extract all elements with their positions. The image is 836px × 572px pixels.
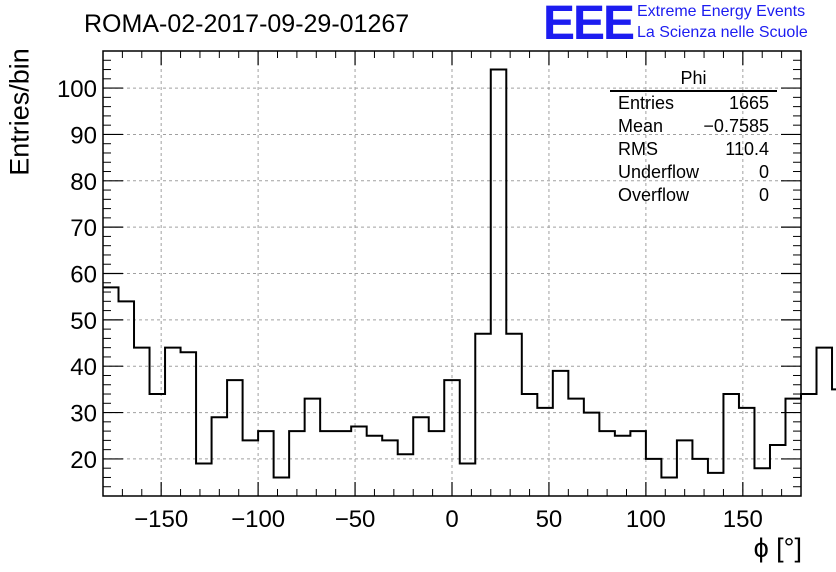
- y-tick-label: 60: [70, 262, 97, 289]
- stats-box-title: Phi: [610, 68, 777, 92]
- histogram-bin: [274, 476, 290, 478]
- histogram-bin: [522, 393, 538, 395]
- histogram-bin: [568, 398, 584, 400]
- histogram-bin: [817, 347, 833, 349]
- histogram-bin: [739, 407, 755, 409]
- histogram-bin: [537, 407, 553, 409]
- y-tick-label: 20: [70, 447, 97, 474]
- histogram-bin: [289, 430, 305, 432]
- stats-row-rms: RMS 110.4: [610, 138, 777, 161]
- histogram-bin: [646, 458, 662, 460]
- histogram-series: [103, 68, 836, 479]
- histogram-bin: [336, 430, 352, 432]
- histogram-bin: [150, 393, 166, 395]
- histogram-bin: [708, 472, 724, 474]
- histogram-bin: [429, 430, 445, 432]
- histogram-bin: [305, 398, 321, 400]
- histogram-bin: [181, 351, 197, 353]
- histogram-bin: [677, 439, 693, 441]
- y-tick-label: 30: [70, 401, 97, 428]
- histogram-bin: [491, 69, 507, 71]
- histogram-bin: [770, 444, 786, 446]
- x-tick-label: 0: [445, 506, 458, 533]
- x-tick-label: 50: [536, 506, 563, 533]
- histogram-bin: [692, 458, 708, 460]
- histogram-bin: [754, 467, 770, 469]
- histogram-bin: [801, 393, 817, 395]
- stats-box: Phi Entries 1665 Mean −0.7585 RMS 110.4 …: [610, 68, 777, 207]
- histogram-bin: [615, 435, 631, 437]
- histogram-bin: [506, 333, 522, 335]
- y-axis-label: Entries/bin: [4, 48, 35, 176]
- stats-row-mean: Mean −0.7585: [610, 115, 777, 138]
- histogram-bin: [553, 370, 569, 372]
- histogram-bin: [599, 430, 615, 432]
- x-axis-label: ϕ [°]: [753, 533, 802, 563]
- histogram-bin: [243, 439, 259, 441]
- histogram-bin: [444, 379, 460, 381]
- eee-logo-mark: EEE: [543, 0, 635, 50]
- stats-value: −0.7585: [703, 116, 769, 136]
- histogram-bin: [832, 388, 836, 390]
- histogram-bin: [212, 416, 228, 418]
- histogram-bin: [723, 393, 739, 395]
- histogram-bin: [165, 347, 181, 349]
- stats-label: Entries: [618, 93, 675, 113]
- chart-title: ROMA-02-2017-09-29-01267: [84, 10, 410, 38]
- histogram-bin: [134, 347, 150, 349]
- histogram-bin: [661, 476, 677, 478]
- y-tick-label: 40: [70, 354, 97, 381]
- logo-line-2: La Scienza nelle Scuole: [637, 24, 808, 41]
- histogram-bin: [630, 430, 646, 432]
- stats-row-entries: Entries 1665: [610, 92, 777, 115]
- stats-label: Underflow: [618, 162, 700, 182]
- y-tick-label: 80: [70, 169, 97, 196]
- histogram-bin: [367, 435, 383, 437]
- x-tick-label: −100: [231, 506, 285, 533]
- stats-value: 0: [758, 185, 769, 205]
- histogram-bin: [227, 379, 243, 381]
- histogram-bin: [258, 430, 274, 432]
- y-tick-label: 100: [57, 76, 97, 103]
- histogram-bin: [320, 430, 336, 432]
- y-tick-label: 90: [70, 122, 97, 149]
- histogram-bin: [413, 416, 429, 418]
- histogram-bin: [584, 412, 600, 414]
- x-tick-label: −150: [134, 506, 188, 533]
- x-tick-label: 150: [723, 506, 763, 533]
- stats-label: Mean: [618, 116, 664, 136]
- histogram-bin: [119, 300, 135, 302]
- grid-lines: [103, 51, 801, 496]
- histogram-bin: [398, 453, 414, 455]
- stats-value: 0: [758, 162, 769, 182]
- stats-value: 1665: [728, 93, 769, 113]
- stats-row-underflow: Underflow 0: [610, 161, 777, 184]
- stats-value: 110.4: [725, 139, 769, 159]
- histogram-bin: [382, 439, 398, 441]
- histogram-bin: [351, 425, 367, 427]
- x-tick-label: −50: [335, 506, 376, 533]
- stats-label: RMS: [618, 139, 658, 159]
- stats-row-overflow: Overflow 0: [610, 184, 777, 207]
- histogram-bin: [475, 333, 491, 335]
- histogram-bin: [196, 463, 212, 465]
- histogram-bin: [785, 398, 801, 400]
- axes: −150 −100 −50 0 50 100 150 20 30 40 50 60 70 80 90 100: [57, 50, 802, 533]
- histogram-bin: [103, 286, 119, 288]
- histogram-line: [103, 68, 836, 479]
- histogram-bin: [460, 463, 476, 465]
- logo-line-1: Extreme Energy Events: [637, 3, 806, 20]
- x-tick-label: 100: [626, 506, 666, 533]
- stats-label: Overflow: [618, 185, 690, 205]
- y-tick-label: 70: [70, 215, 97, 242]
- y-tick-label: 50: [70, 308, 97, 335]
